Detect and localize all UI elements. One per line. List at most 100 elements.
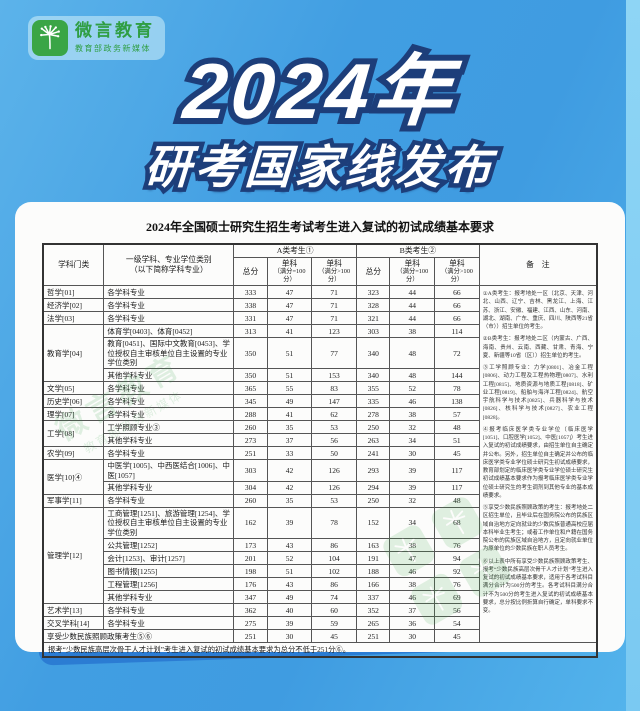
score-cell: 176 <box>233 577 268 592</box>
score-cell: 114 <box>434 324 480 339</box>
major-cell: 各学科专业 <box>103 285 235 300</box>
score-cell: 43 <box>266 538 313 553</box>
score-cell: 46 <box>389 394 436 409</box>
score-cell: 47 <box>266 311 313 326</box>
logo-text: 微言教育 教育部政务新媒体 <box>75 21 155 54</box>
score-cell: 365 <box>233 381 268 396</box>
score-cell: 48 <box>389 337 436 370</box>
category-cell: 历史学[06] <box>42 394 105 409</box>
score-cell: 86 <box>311 577 357 592</box>
score-cell: 117 <box>434 481 480 496</box>
score-cell: 53 <box>311 420 357 435</box>
score-cell: 76 <box>434 538 480 553</box>
header-sub-eq-a: 单科 （满分=100分） <box>266 256 313 287</box>
score-cell: 260 <box>233 420 268 435</box>
score-cell: 41 <box>266 407 313 422</box>
score-cell: 94 <box>434 551 480 566</box>
note-paragraph: ④报考临床医学类专业学位（临床医学[1051]、口腔医学[1052]、中医[10… <box>482 426 593 499</box>
score-cell: 313 <box>233 324 268 339</box>
category-cell: 经济学[02] <box>42 298 105 313</box>
score-cell: 32 <box>389 420 436 435</box>
table-row: 会计[1253]、审计[1257] 201 52 104 191 47 94 <box>43 551 597 566</box>
major-cell: 公共管理[1252] <box>103 538 235 553</box>
score-cell: 163 <box>355 538 391 553</box>
score-cell: 126 <box>311 481 357 496</box>
logo-subtitle: 教育部政务新媒体 <box>75 43 151 53</box>
score-cell: 293 <box>355 459 391 483</box>
score-cell: 49 <box>266 394 313 409</box>
score-cell: 45 <box>311 629 357 644</box>
score-cell: 59 <box>311 616 357 631</box>
score-cell: 39 <box>389 481 436 496</box>
score-cell: 55 <box>266 381 313 396</box>
score-cell: 78 <box>311 507 357 540</box>
score-cell: 48 <box>434 420 480 435</box>
note-paragraph: ①A类考生：报考地处一区（北京、天津、河北、山西、辽宁、吉林、黑龙江、上海、江苏… <box>482 291 593 331</box>
major-cell: 工学照顾专业③ <box>103 420 235 435</box>
special-row-label: 享受少数民族照顾政策考生⑤⑥ <box>42 629 235 644</box>
table-body: 哲学[01] 各学科专业 333 47 71 323 44 66 ①A类考生：报考地处一区（北京… <box>42 285 598 658</box>
table-row: 图书情报[1255] 198 51 102 188 46 92 <box>43 564 597 579</box>
score-cell: 153 <box>311 368 357 383</box>
score-cell: 86 <box>311 538 357 553</box>
score-cell: 71 <box>311 311 357 326</box>
score-cell: 71 <box>311 285 357 300</box>
category-cell: 法学[03] <box>42 311 105 326</box>
score-cell: 347 <box>233 590 268 605</box>
score-cell: 30 <box>389 629 436 644</box>
table-row: 哲学[01] 各学科专业 333 47 71 323 44 66 ①A类考生：报考地处一区（北京… <box>42 285 598 644</box>
table-row: 历史学[06] 各学科专业 345 49 147 335 46 138 <box>42 394 597 409</box>
major-cell: 体育学[0403]、体育[0452] <box>103 324 235 339</box>
score-cell: 201 <box>233 551 268 566</box>
score-cell: 304 <box>233 481 268 496</box>
table-row: 其他学科专业 347 49 74 337 46 69 <box>43 590 597 605</box>
score-cell: 44 <box>389 311 436 326</box>
score-cell: 39 <box>266 507 313 540</box>
major-cell: 工商管理[1251]、旅游管理[1254]、学位授权自主审核单位自主设置的专业学… <box>103 507 235 540</box>
score-cell: 45 <box>434 629 480 644</box>
major-cell: 会计[1253]、审计[1257] <box>103 551 235 566</box>
score-cell: 38 <box>389 324 436 339</box>
score-cell: 50 <box>311 446 357 461</box>
poster-title: 2024年 研考国家线发布 <box>0 47 640 193</box>
category-cell: 哲学[01] <box>42 285 105 300</box>
score-cell: 56 <box>311 433 357 448</box>
score-cell: 294 <box>355 481 391 496</box>
note-paragraph: ⑤享受少数民族照顾政策的考生：报考地处二区招生单位，且毕业后在国务院公布的民族区… <box>482 505 593 553</box>
special-row: 享受少数民族照顾政策考生⑤⑥ 251 30 45 251 30 45 <box>42 629 597 644</box>
category-cell: 管理学[12] <box>42 507 105 605</box>
score-cell: 83 <box>311 381 357 396</box>
score-card: 2024年全国硕士研究生招生考试考生进入复试的初试成绩基本要求 学科门类 一级学… <box>15 202 625 659</box>
score-cell: 323 <box>355 285 391 300</box>
major-cell: 其他学科专业 <box>103 481 235 496</box>
score-cell: 39 <box>266 616 313 631</box>
table-row: 军事学[11] 各学科专业 260 35 53 250 32 48 <box>42 494 597 509</box>
score-cell: 37 <box>266 433 313 448</box>
major-cell: 各学科专业 <box>103 494 235 509</box>
score-cell: 51 <box>266 564 313 579</box>
score-cell: 47 <box>266 285 313 300</box>
score-cell: 36 <box>389 616 436 631</box>
table-row: 其他学科专业 304 42 126 294 39 117 <box>43 481 597 496</box>
table-row: 管理学[12] 工商管理[1251]、旅游管理[1254]、学位授权自主审核单位自… <box>42 507 597 605</box>
table-row: 农学[09] 各学科专业 251 33 50 241 30 45 <box>42 446 597 461</box>
header-category: 学科门类 <box>42 243 105 287</box>
major-cell: 各学科专业 <box>103 394 235 409</box>
score-cell: 71 <box>311 298 357 313</box>
score-cell: 126 <box>311 459 357 483</box>
score-cell: 250 <box>355 420 391 435</box>
score-cell: 53 <box>311 494 357 509</box>
score-cell: 340 <box>355 368 391 383</box>
score-cell: 265 <box>355 616 391 631</box>
score-cell: 42 <box>266 459 313 483</box>
dandelion-logo-icon <box>32 20 68 56</box>
table-row: 公共管理[1252] 173 43 86 163 38 76 <box>43 538 597 553</box>
title-main: 研考国家线发布 <box>144 141 497 193</box>
score-cell: 355 <box>355 381 391 396</box>
note-paragraph: ③工学照顾专业：力学[0801]、冶金工程[0806]、动力工程及工程热物理[0… <box>482 365 593 421</box>
score-cell: 30 <box>389 446 436 461</box>
score-cell: 350 <box>233 368 268 383</box>
score-cell: 77 <box>311 337 357 370</box>
major-cell: 各学科专业 <box>103 298 235 313</box>
score-cell: 68 <box>434 507 480 540</box>
